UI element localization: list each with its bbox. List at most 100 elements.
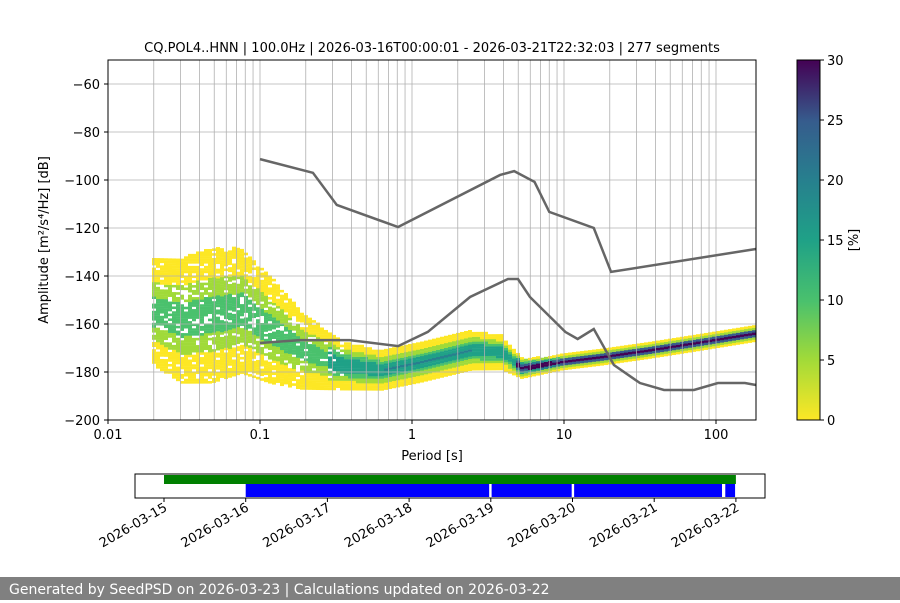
heatmap-cell bbox=[160, 349, 164, 352]
heatmap-cell bbox=[252, 347, 256, 350]
heatmap-cell bbox=[244, 361, 248, 364]
heatmap-cell bbox=[188, 285, 192, 288]
heatmap-cell bbox=[284, 317, 288, 320]
heatmap-cell bbox=[240, 285, 244, 288]
heatmap-cell bbox=[204, 359, 208, 362]
heatmap-cell bbox=[172, 318, 176, 321]
heatmap-cell bbox=[268, 369, 272, 372]
heatmap-cell bbox=[232, 256, 236, 259]
heatmap-cell bbox=[284, 379, 288, 382]
heatmap-cell bbox=[300, 368, 304, 371]
heatmap-cell bbox=[240, 292, 244, 295]
heatmap-cell bbox=[280, 331, 284, 334]
heatmap-cell bbox=[248, 300, 252, 303]
heatmap-cell bbox=[564, 355, 568, 358]
heatmap-cell bbox=[188, 347, 192, 350]
heatmap-cell bbox=[312, 361, 316, 364]
heatmap-cell bbox=[508, 354, 512, 357]
heatmap-cell bbox=[264, 346, 268, 349]
heatmap-cell bbox=[744, 331, 748, 334]
heatmap-cell bbox=[228, 361, 232, 364]
heatmap-cell bbox=[592, 352, 596, 355]
heatmap-cell bbox=[252, 368, 256, 371]
heatmap-cell bbox=[228, 253, 232, 256]
heatmap-cell bbox=[352, 383, 356, 386]
heatmap-cell bbox=[644, 342, 648, 345]
heatmap-cell bbox=[244, 262, 248, 265]
heatmap-cell bbox=[240, 340, 244, 343]
heatmap-cell bbox=[188, 314, 192, 317]
heatmap-cell bbox=[200, 251, 204, 254]
heatmap-cell bbox=[272, 317, 276, 320]
heatmap-cell bbox=[192, 347, 196, 350]
heatmap-cell bbox=[208, 249, 212, 252]
heatmap-cell bbox=[216, 278, 220, 281]
heatmap-cell bbox=[296, 331, 300, 334]
heatmap-cell bbox=[168, 335, 172, 338]
heatmap-cell bbox=[452, 360, 456, 363]
y-axis-label: Amplitude [m²/s⁴/Hz] [dB] bbox=[37, 156, 52, 324]
heatmap-cell bbox=[256, 307, 260, 310]
heatmap-cell bbox=[256, 281, 260, 284]
heatmap-cell bbox=[204, 347, 208, 350]
heatmap-cell bbox=[280, 335, 284, 338]
heatmap-cell bbox=[220, 311, 224, 314]
heatmap-cell bbox=[168, 330, 172, 333]
heatmap-cell bbox=[160, 304, 164, 307]
heatmap-cell bbox=[208, 299, 212, 302]
heatmap-cell bbox=[260, 285, 264, 288]
heatmap-cell bbox=[480, 349, 484, 352]
heatmap-cell bbox=[188, 367, 192, 370]
heatmap-cell bbox=[276, 373, 280, 376]
heatmap-cell bbox=[476, 356, 480, 359]
heatmap-cell bbox=[548, 356, 552, 359]
heatmap-cell bbox=[216, 257, 220, 260]
heatmap-cell bbox=[444, 362, 448, 365]
heatmap-cell bbox=[256, 334, 260, 337]
heatmap-cell bbox=[700, 346, 704, 349]
heatmap-cell bbox=[240, 335, 244, 338]
heatmap-cell bbox=[740, 327, 744, 330]
heatmap-cell bbox=[228, 337, 232, 340]
heatmap-cell bbox=[312, 349, 316, 352]
heatmap-cell bbox=[208, 307, 212, 310]
heatmap-cell bbox=[556, 366, 560, 369]
heatmap-cell bbox=[672, 340, 676, 343]
heatmap-cell bbox=[552, 367, 556, 370]
heatmap-cell bbox=[748, 340, 752, 343]
heatmap-cell bbox=[412, 362, 416, 365]
heatmap-cell bbox=[664, 354, 668, 357]
heatmap-cell bbox=[156, 330, 160, 333]
heatmap-cell bbox=[488, 346, 492, 349]
heatmap-cell bbox=[184, 343, 188, 346]
heatmap-cell bbox=[284, 363, 288, 366]
heatmap-cell bbox=[160, 318, 164, 321]
heatmap-cell bbox=[252, 279, 256, 282]
heatmap-cell bbox=[252, 337, 256, 340]
heatmap-cell bbox=[612, 347, 616, 350]
heatmap-cell bbox=[712, 339, 716, 342]
heatmap-cell bbox=[244, 308, 248, 311]
heatmap-cell bbox=[748, 326, 752, 329]
heatmap-cell bbox=[512, 373, 516, 376]
heatmap-cell bbox=[512, 363, 516, 366]
heatmap-cell bbox=[296, 355, 300, 358]
heatmap-cell bbox=[448, 361, 452, 364]
heatmap-cell bbox=[204, 369, 208, 372]
heatmap-cell bbox=[360, 364, 364, 367]
heatmap-cell bbox=[240, 364, 244, 367]
heatmap-cell bbox=[328, 380, 332, 383]
heatmap-cell bbox=[404, 383, 408, 386]
heatmap-cell bbox=[252, 299, 256, 302]
heatmap-cell bbox=[328, 373, 332, 376]
heatmap-cell bbox=[424, 365, 428, 368]
heatmap-cell bbox=[208, 287, 212, 290]
heatmap-cell bbox=[184, 374, 188, 377]
heatmap-cell bbox=[208, 271, 212, 274]
heatmap-cell bbox=[300, 349, 304, 352]
heatmap-cell bbox=[504, 357, 508, 360]
heatmap-cell bbox=[380, 369, 384, 372]
heatmap-cell bbox=[556, 362, 560, 365]
heatmap-cell bbox=[176, 273, 180, 276]
heatmap-cell bbox=[448, 354, 452, 357]
